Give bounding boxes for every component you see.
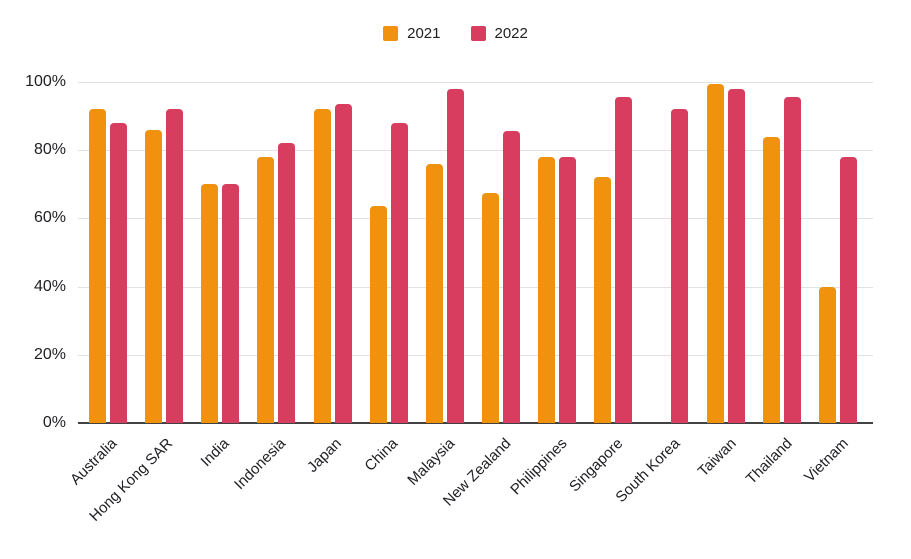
bar-group-thailand — [754, 82, 810, 423]
gridline — [78, 218, 873, 220]
x-tick-label-singapore: Singapore — [566, 435, 627, 496]
bar-philippines-2021[interactable] — [538, 157, 556, 423]
bar-philippines-2022[interactable] — [559, 157, 577, 423]
bar-japan-2022[interactable] — [334, 104, 352, 423]
bar-new-zealand-2021[interactable] — [482, 192, 500, 423]
bar-group-hong-kong-sar — [136, 82, 192, 423]
bars-layer — [80, 82, 866, 423]
bar-new-zealand-2022[interactable] — [503, 131, 521, 423]
bar-group-indonesia — [248, 82, 304, 423]
x-tick-label-thailand: Thailand — [742, 435, 796, 488]
bar-group-australia — [80, 82, 136, 423]
x-tick-label-japan: Japan — [304, 435, 346, 476]
x-tick-label-indonesia: Indonesia — [230, 435, 290, 494]
x-tick-label-australia: Australia — [66, 435, 121, 489]
bar-vietnam-2022[interactable] — [839, 157, 857, 423]
y-tick-label: 0% — [42, 414, 66, 431]
gridline — [78, 286, 873, 288]
y-tick-label: 60% — [33, 209, 66, 227]
bar-malaysia-2021[interactable] — [425, 163, 443, 423]
bar-taiwan-2021[interactable] — [706, 83, 724, 423]
bar-group-malaysia — [417, 82, 473, 423]
legend-swatch-2021 — [383, 26, 399, 41]
legend: 2021 2022 — [0, 26, 911, 41]
gridlines — [78, 82, 873, 424]
y-tick-label: 100% — [25, 73, 66, 90]
bar-south-korea-2022[interactable] — [671, 109, 689, 423]
bar-australia-2021[interactable] — [89, 109, 107, 423]
plot-area — [78, 82, 873, 424]
bar-japan-2021[interactable] — [313, 109, 331, 423]
bar-hong-kong-sar-2021[interactable] — [145, 129, 163, 423]
bar-group-china — [361, 82, 417, 423]
x-tick-label-china: China — [361, 435, 402, 475]
legend-item-2022[interactable]: 2022 — [470, 25, 528, 42]
bar-singapore-2022[interactable] — [615, 97, 633, 423]
bar-india-2022[interactable] — [222, 184, 240, 423]
y-axis: 100% 80% 60% 40% 20% 0% — [0, 74, 66, 431]
bar-group-japan — [305, 82, 361, 423]
bar-hong-kong-sar-2022[interactable] — [166, 109, 184, 423]
bar-singapore-2021[interactable] — [594, 177, 612, 423]
bar-china-2021[interactable] — [369, 206, 387, 423]
bar-group-taiwan — [698, 82, 754, 423]
x-tick-label-vietnam: Vietnam — [801, 435, 852, 486]
bar-indonesia-2022[interactable] — [278, 143, 296, 423]
gridline — [78, 354, 873, 356]
bar-group-india — [192, 82, 248, 423]
bar-china-2022[interactable] — [390, 122, 408, 423]
y-tick-label: 40% — [33, 277, 66, 295]
x-tick-label-india: India — [197, 435, 233, 471]
bar-thailand-2022[interactable] — [783, 97, 801, 423]
x-axis-baseline — [78, 422, 873, 424]
bar-india-2021[interactable] — [201, 184, 219, 423]
legend-item-2021[interactable]: 2021 — [383, 25, 441, 42]
bar-taiwan-2022[interactable] — [727, 88, 745, 423]
bar-group-south-korea — [641, 82, 697, 423]
bar-vietnam-2021[interactable] — [818, 286, 836, 423]
legend-label: 2022 — [494, 25, 528, 42]
bar-group-philippines — [529, 82, 585, 423]
legend-label: 2021 — [407, 25, 441, 42]
bar-thailand-2021[interactable] — [762, 136, 780, 423]
bar-group-singapore — [585, 82, 641, 423]
legend-swatch-2022 — [470, 26, 486, 41]
gridline — [78, 150, 873, 152]
bar-indonesia-2021[interactable] — [257, 157, 275, 423]
bar-malaysia-2022[interactable] — [446, 88, 464, 423]
x-tick-label-philippines: Philippines — [507, 435, 571, 499]
y-tick-label: 80% — [33, 141, 66, 159]
bar-group-new-zealand — [473, 82, 529, 423]
bar-australia-2022[interactable] — [110, 122, 128, 423]
gridline — [78, 82, 873, 83]
bar-group-vietnam — [810, 82, 866, 423]
x-axis: Australia Hong Kong SAR India Indonesia Japa… — [67, 431, 868, 556]
x-tick-label-taiwan: Taiwan — [694, 435, 740, 481]
x-tick-label-malaysia: Malaysia — [403, 435, 458, 489]
y-tick-label: 20% — [33, 345, 66, 363]
